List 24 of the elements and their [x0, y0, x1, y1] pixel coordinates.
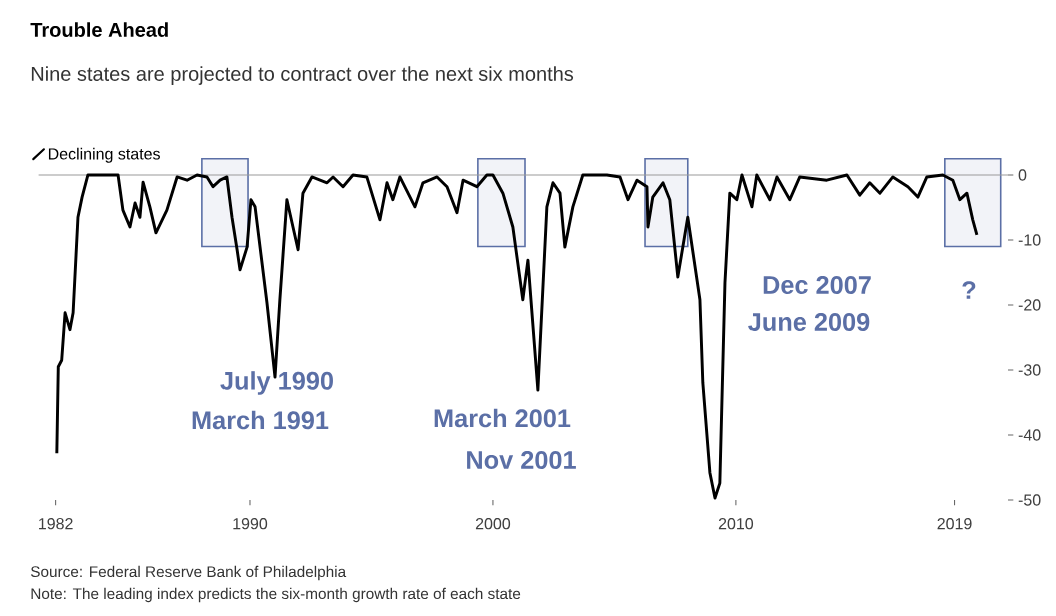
annotation: ? — [962, 281, 976, 299]
x-tick-label: 2019 — [937, 518, 972, 530]
x-tick-label: 1990 — [233, 518, 268, 530]
annotation: March 1991 — [192, 410, 329, 430]
y-tick-label: -20 — [1018, 299, 1041, 311]
chart-title: Trouble Ahead — [30, 22, 168, 37]
y-tick-label: -30 — [1018, 364, 1041, 376]
y-tick-label: -40 — [1018, 429, 1041, 441]
source-note: Source: Federal Reserve Bank of Philadelphia — [30, 565, 347, 581]
text: Note: The leading index predicts the six-month growth rate of each state — [31, 587, 521, 603]
x-tick-label: 2010 — [718, 518, 754, 530]
annotation: Dec 2007 — [763, 276, 871, 294]
y-tick-label: -50 — [1018, 494, 1041, 506]
y-tick-label: -10 — [1018, 234, 1041, 246]
annotation: June 2009 — [748, 313, 870, 331]
x-tick-label: 1982 — [39, 518, 73, 530]
x-tick-label: 2000 — [475, 518, 511, 530]
line-series — [55, 173, 979, 500]
annotation: July 1990 — [220, 371, 333, 395]
chart-subtitle: Nine states are projected to contract over the next six months — [31, 66, 574, 85]
annotation: Nov 2001 — [467, 451, 576, 469]
annotation: March 2001 — [434, 408, 571, 428]
y-tick-label: 0 — [1018, 169, 1027, 181]
legend-label: Declining states — [48, 147, 160, 163]
